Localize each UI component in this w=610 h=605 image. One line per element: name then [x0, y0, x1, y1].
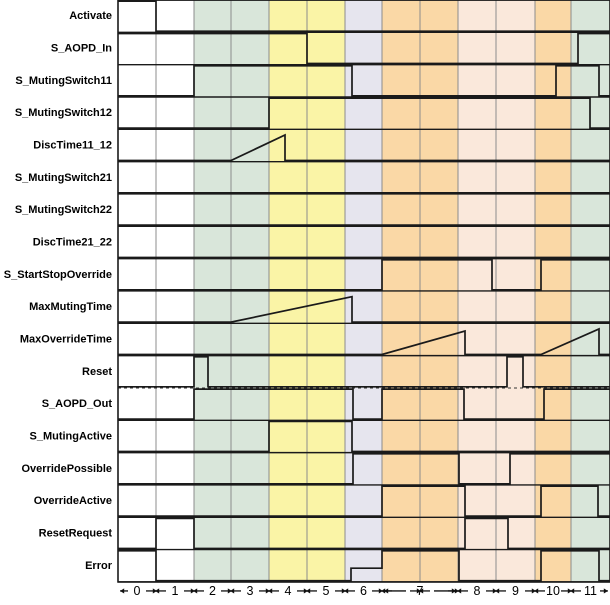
svg-text:S_AOPD_Out: S_AOPD_Out [42, 398, 113, 410]
svg-text:4: 4 [285, 584, 292, 598]
svg-text:9: 9 [512, 584, 519, 598]
svg-text:Reset: Reset [82, 366, 112, 378]
svg-text:8: 8 [474, 584, 481, 598]
svg-text:S_MutingSwitch11: S_MutingSwitch11 [15, 75, 112, 87]
svg-text:OverrideActive: OverrideActive [34, 495, 112, 507]
svg-text:11: 11 [584, 584, 597, 598]
svg-text:S_StartStopOverride: S_StartStopOverride [4, 269, 112, 281]
svg-text:6: 6 [360, 584, 367, 598]
svg-text:DiscTime21_22: DiscTime21_22 [33, 236, 112, 248]
svg-text:5: 5 [323, 584, 330, 598]
svg-text:3: 3 [247, 584, 254, 598]
svg-text:S_MutingSwitch21: S_MutingSwitch21 [15, 172, 112, 184]
svg-text:Error: Error [85, 560, 113, 572]
svg-text:2: 2 [209, 584, 216, 598]
svg-text:OverridePossible: OverridePossible [22, 463, 113, 475]
svg-text:MaxMutingTime: MaxMutingTime [29, 301, 112, 313]
svg-text:Activate: Activate [69, 10, 112, 22]
svg-text:ResetRequest: ResetRequest [39, 527, 113, 539]
svg-text:DiscTime11_12: DiscTime11_12 [33, 139, 112, 151]
svg-text:1: 1 [172, 584, 179, 598]
svg-text:S_MutingSwitch22: S_MutingSwitch22 [15, 204, 112, 216]
svg-text:S_MutingSwitch12: S_MutingSwitch12 [15, 107, 112, 119]
svg-text:MaxOverrideTime: MaxOverrideTime [20, 333, 112, 345]
svg-text:0: 0 [134, 584, 141, 598]
svg-text:10: 10 [546, 584, 560, 598]
svg-text:S_MutingActive: S_MutingActive [29, 430, 112, 442]
svg-text:S_AOPD_In: S_AOPD_In [51, 42, 112, 54]
